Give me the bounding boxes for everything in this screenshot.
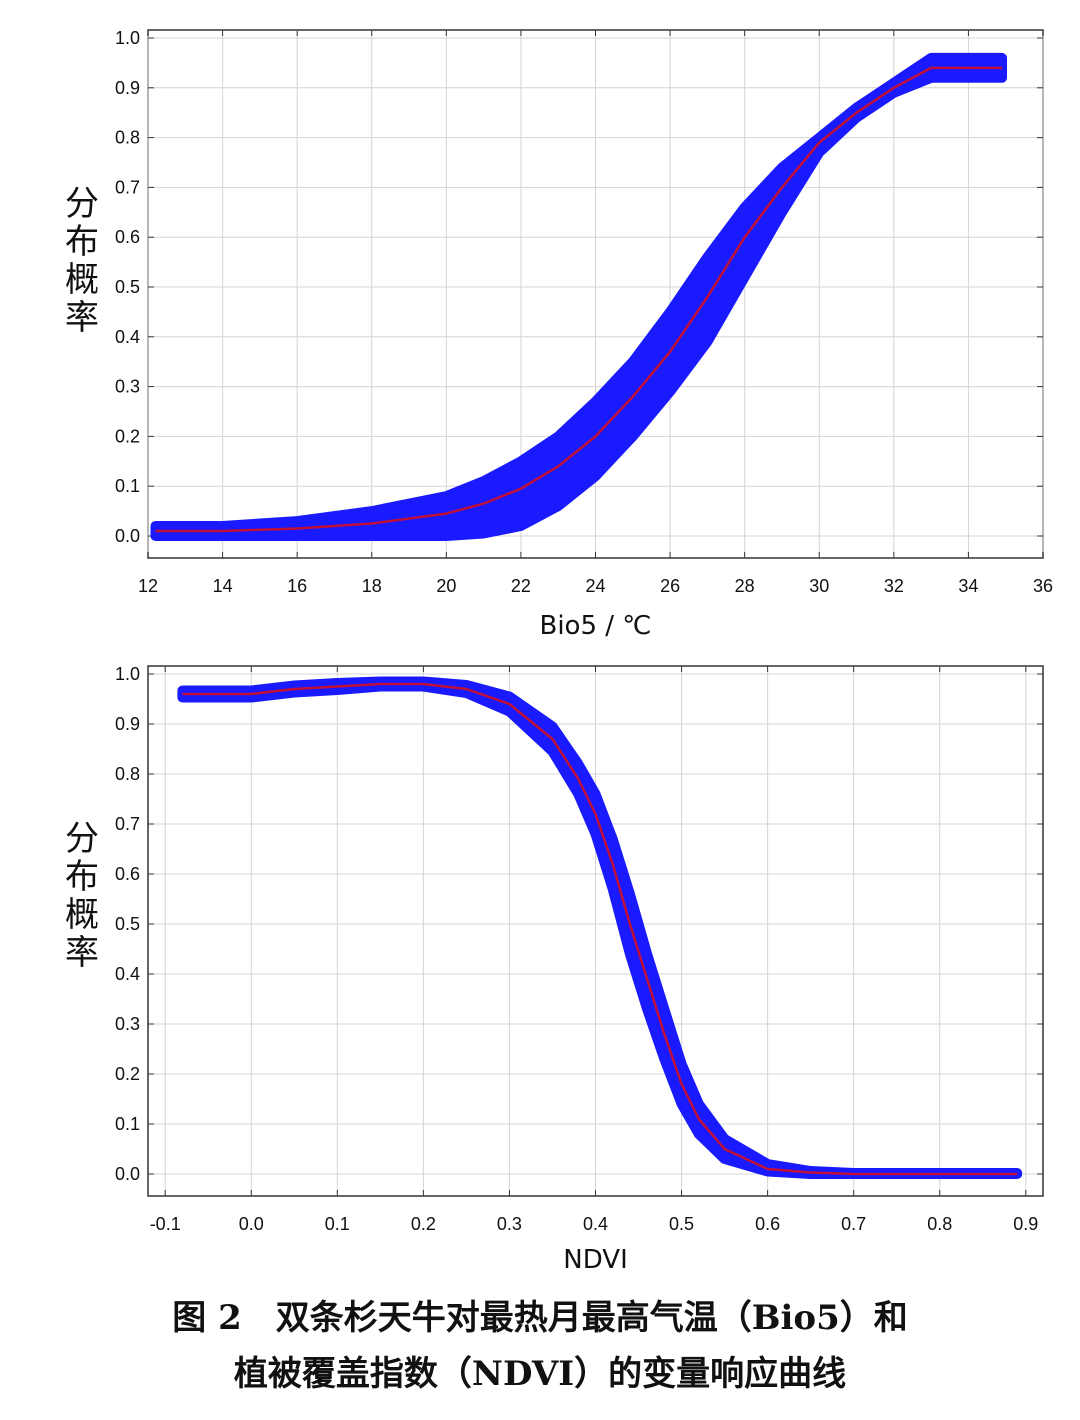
x-tick-label: 26: [660, 576, 680, 596]
ndvi-response-chart: -0.1 0.0 0.1 0.2 0.3 0.4 0.5 0.6 0.7 0.8 0.9 0.0 0.1…: [65, 664, 1044, 1275]
y-tick-label: 0.1: [115, 476, 140, 496]
y-tick-label: 0.0: [115, 1164, 140, 1184]
y-tick-label: 0.2: [115, 426, 140, 446]
y-tick-label: 0.9: [115, 714, 140, 734]
x-tick-label: 0.2: [411, 1214, 436, 1234]
y-axis-label: 分布概率: [65, 184, 99, 338]
y-tick-label: 0.7: [115, 177, 140, 197]
y-tick-label: 0.6: [115, 864, 140, 884]
x-tick-label: 16: [287, 576, 307, 596]
y-tick-label: 0.0: [115, 526, 140, 546]
x-tick-label: 34: [958, 576, 978, 596]
y-tick-label: 0.5: [115, 914, 140, 934]
x-tick-label: 32: [884, 576, 904, 596]
mean-response-line: [155, 66, 1002, 533]
x-tick-label: 24: [585, 576, 605, 596]
y-tick-label: 1.0: [115, 28, 140, 48]
figure-caption-line2: 植被覆盖指数（NDVI）的变量响应曲线: [233, 1354, 847, 1394]
y-tick-label: 0.2: [115, 1064, 140, 1084]
x-tick-label: 0.9: [1013, 1214, 1038, 1234]
x-tick-label: 36: [1033, 576, 1053, 596]
y-tick-label: 0.3: [115, 377, 140, 397]
x-axis-label: Bio5 / ℃: [540, 611, 652, 641]
x-tick-label: 12: [138, 576, 158, 596]
y-tick-label: 0.6: [115, 227, 140, 247]
x-tick-label: 0.4: [583, 1214, 608, 1234]
response-curves-figure: 12 14 16 18 20 22 24 26 28 30 32 34 36 0.0 0.1 0.2 0.3 0.…: [65, 28, 1053, 1275]
x-tick-label: 0.8: [927, 1214, 952, 1234]
x-tick-label: 0.6: [755, 1214, 780, 1234]
x-tick-label: -0.1: [150, 1214, 181, 1234]
x-tick-label: 20: [436, 576, 456, 596]
y-tick-label: 0.4: [115, 327, 140, 347]
x-axis-label: NDVI: [563, 1245, 627, 1275]
x-tick-label: 0.3: [497, 1214, 522, 1234]
x-tick-label: 28: [735, 576, 755, 596]
y-tick-label: 0.1: [115, 1114, 140, 1134]
x-tick-label: 0.0: [239, 1214, 264, 1234]
y-tick-label: 0.8: [115, 128, 140, 148]
mean-response-line: [182, 682, 1018, 1176]
figure-caption-line1: 图 2 双条杉天牛对最热月最高气温（Bio5）和: [172, 1298, 908, 1338]
y-tick-label: 1.0: [115, 664, 140, 684]
bio5-response-chart: 12 14 16 18 20 22 24 26 28 30 32 34 36 0.0 0.1 0.2 0.3 0.…: [65, 28, 1053, 641]
y-axis-label: 分布概率: [65, 819, 99, 973]
x-tick-label: 22: [511, 576, 531, 596]
y-tick-label: 0.5: [115, 277, 140, 297]
y-tick-label: 0.9: [115, 78, 140, 98]
x-tick-label: 14: [213, 576, 233, 596]
x-tick-label: 18: [362, 576, 382, 596]
x-tick-label: 0.7: [841, 1214, 866, 1234]
x-tick-label: 30: [809, 576, 829, 596]
y-tick-label: 0.4: [115, 964, 140, 984]
x-tick-label: 0.5: [669, 1214, 694, 1234]
y-tick-label: 0.3: [115, 1014, 140, 1034]
y-tick-label: 0.8: [115, 764, 140, 784]
y-tick-label: 0.7: [115, 814, 140, 834]
x-tick-label: 0.1: [325, 1214, 350, 1234]
